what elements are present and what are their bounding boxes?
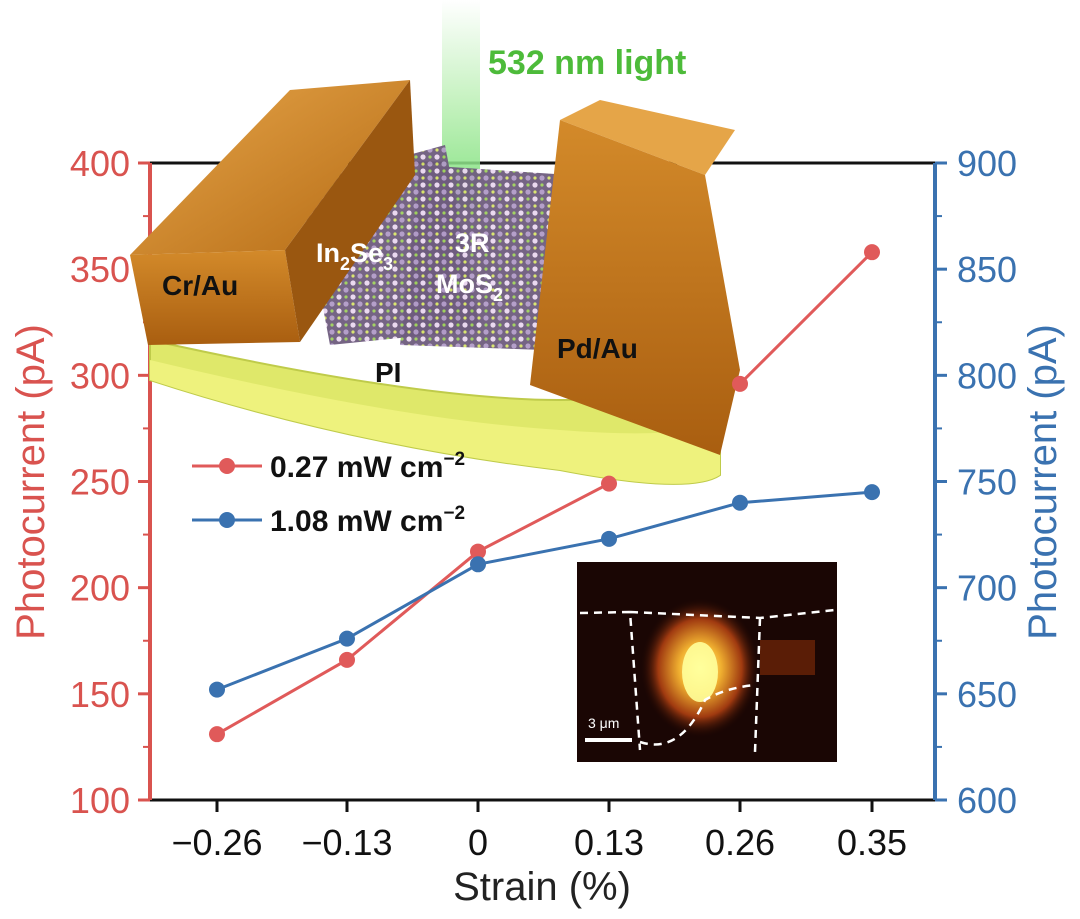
x-tick-label: 0.35 [837, 822, 907, 863]
series-1-line [216, 251, 874, 736]
mos2-main: MoS [436, 269, 493, 299]
legend-label-series-1-sup: −2 [443, 449, 465, 470]
left-tick-label: 400 [70, 143, 130, 184]
right-electrode-top [560, 100, 735, 175]
right-tick-label: 750 [957, 462, 1017, 503]
flake-mos2 [400, 165, 570, 350]
series-1-point [732, 375, 748, 392]
inset-photocurrent-map: 3 μm [577, 562, 837, 762]
x-tick-label: 0.26 [705, 822, 775, 863]
left-electrode-label: Cr/Au [162, 270, 238, 301]
inset-tail [760, 640, 815, 675]
left-tick-label: 300 [70, 355, 130, 396]
legend-label-series-1: 0.27 mW cm−2 [270, 449, 465, 484]
legend-marker-series-1 [219, 458, 235, 474]
series-1-point [339, 651, 355, 668]
x-tick-label: 0 [468, 822, 488, 863]
legend-label-series-1-text: 0.27 mW cm [270, 451, 443, 484]
legend-label-series-2-sup: −2 [443, 503, 465, 524]
device-illustration: 532 nm light Cr/Au Pd/Au PI In2Se3 3R Mo… [130, 0, 740, 485]
x-tick-label: 0.13 [574, 822, 644, 863]
right-electrode-front [530, 120, 740, 455]
left-electrode-top [130, 80, 410, 255]
in2se3-sub2: 3 [383, 254, 393, 274]
series-2-point [601, 530, 617, 547]
series-1-point [864, 244, 880, 261]
legend-label-series-2: 1.08 mW cm−2 [270, 503, 465, 538]
mos2-top-label: 3R [455, 228, 490, 258]
legend-label-series-2-text: 1.08 mW cm [270, 505, 443, 538]
left-electrode-side [285, 80, 415, 342]
substrate-label: PI [375, 357, 401, 388]
legend-item-series-2: 1.08 mW cm−2 [192, 503, 465, 538]
inset-scale-label: 3 μm [588, 715, 619, 731]
right-tick-label: 900 [957, 143, 1017, 184]
substrate-front [150, 360, 720, 484]
series-1-point [209, 726, 225, 743]
mos2-sub: 2 [493, 285, 503, 305]
right-tick-label: 700 [957, 568, 1017, 609]
right-electrode-label: Pd/Au [557, 333, 638, 364]
light-label: 532 nm light [488, 44, 686, 82]
left-tick-label: 350 [70, 249, 130, 290]
left-axis-title: Photocurrent (pA) [9, 324, 53, 640]
left-tick-label: 150 [70, 674, 130, 715]
x-tick-label: −0.13 [301, 822, 392, 863]
series-2-point [209, 681, 225, 698]
series-1-point [601, 475, 617, 492]
series-2-point [864, 484, 880, 501]
right-tick-label: 650 [957, 674, 1017, 715]
in2se3-se: Se [350, 238, 383, 268]
x-axis-title: Strain (%) [453, 865, 631, 909]
inset-outline [579, 608, 836, 753]
left-tick-label: 100 [70, 780, 130, 821]
x-tick-label: −0.26 [171, 822, 262, 863]
right-tick-label: 850 [957, 249, 1017, 290]
left-electrode-front [130, 250, 300, 345]
series-2-point [339, 630, 355, 647]
mos2-label: MoS2 [436, 269, 503, 305]
legend: 0.27 mW cm−2 1.08 mW cm−2 [192, 449, 465, 538]
in2se3-label: In2Se3 [316, 238, 393, 274]
series-2-point [470, 556, 486, 573]
right-tick-label: 600 [957, 780, 1017, 821]
series-2-line [216, 490, 873, 691]
right-tick-label: 800 [957, 355, 1017, 396]
left-tick-label: 200 [70, 568, 130, 609]
series-2-point [732, 494, 748, 511]
right-axis-title: Photocurrent (pA) [1021, 324, 1065, 640]
left-tick-label: 250 [70, 462, 130, 503]
series-1-point [470, 543, 486, 560]
legend-item-series-1: 0.27 mW cm−2 [192, 449, 465, 484]
inset-hotspot-core [682, 642, 718, 702]
legend-marker-series-2 [219, 512, 235, 528]
in2se3-in: In [316, 238, 340, 268]
in2se3-sub1: 2 [340, 254, 350, 274]
